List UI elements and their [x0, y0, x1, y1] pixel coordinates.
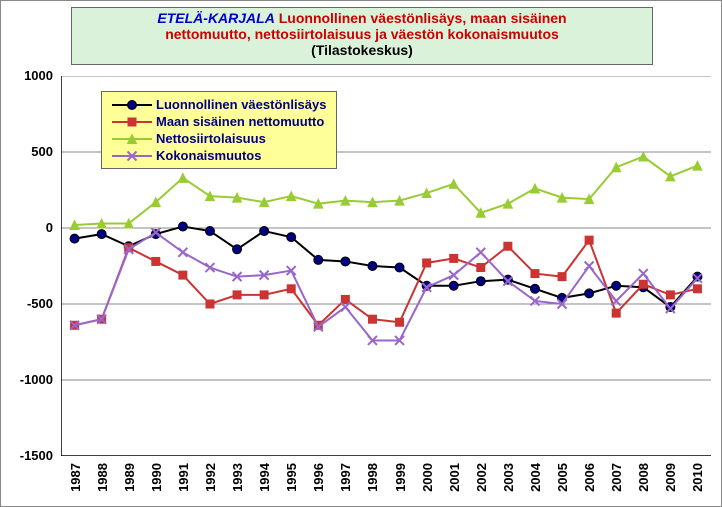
y-tick-label: 1000	[3, 68, 53, 83]
legend-swatch	[112, 132, 152, 146]
x-tick-label: 2004	[528, 463, 543, 492]
x-tick-label: 1988	[95, 463, 110, 492]
legend: Luonnollinen väestönlisäys Maan sisäinen …	[101, 91, 337, 169]
x-tick-label: 2005	[555, 463, 570, 492]
x-tick-label: 2003	[501, 463, 516, 492]
x-tick-label: 2009	[663, 463, 678, 492]
x-tick-label: 2007	[609, 463, 624, 492]
x-tick-label: 2002	[474, 463, 489, 492]
legend-swatch	[112, 115, 152, 129]
x-tick-label: 1993	[230, 463, 245, 492]
x-tick-label: 1995	[284, 463, 299, 492]
x-tick-label: 1994	[257, 463, 272, 492]
x-tick-label: 1998	[365, 463, 380, 492]
chart-title: ETELÄ-KARJALA Luonnollinen väestönlisäys…	[71, 7, 653, 65]
y-tick-label: -500	[3, 296, 53, 311]
y-tick-label: -1000	[3, 372, 53, 387]
x-tick-label: 1996	[311, 463, 326, 492]
x-tick-label: 1997	[338, 463, 353, 492]
title-source: (Tilastokeskus)	[311, 42, 413, 58]
x-tick-label: 1989	[122, 463, 137, 492]
x-tick-label: 2010	[690, 463, 705, 492]
x-tick-label: 2008	[636, 463, 651, 492]
legend-item: Kokonaismuutos	[112, 147, 326, 164]
title-part1: Luonnollinen väestönlisäys, maan sisäine…	[275, 10, 567, 26]
x-tick-label: 1992	[203, 463, 218, 492]
legend-label: Nettosiirtolaisuus	[156, 131, 266, 146]
x-tick-label: 1999	[393, 463, 408, 492]
legend-item: Nettosiirtolaisuus	[112, 130, 326, 147]
legend-swatch	[112, 98, 152, 112]
legend-label: Kokonaismuutos	[156, 148, 261, 163]
y-tick-label: -1500	[3, 448, 53, 463]
x-tick-label: 2006	[582, 463, 597, 492]
title-part2: nettomuutto, nettosiirtolaisuus ja väest…	[165, 26, 559, 42]
legend-item: Maan sisäinen nettomuutto	[112, 113, 326, 130]
legend-item: Luonnollinen väestönlisäys	[112, 96, 326, 113]
y-tick-label: 500	[3, 144, 53, 159]
x-tick-label: 2001	[447, 463, 462, 492]
x-tick-label: 2000	[420, 463, 435, 492]
legend-swatch	[112, 149, 152, 163]
legend-label: Luonnollinen väestönlisäys	[156, 97, 326, 112]
x-tick-label: 1987	[68, 463, 83, 492]
y-tick-label: 0	[3, 220, 53, 235]
x-tick-label: 1991	[176, 463, 191, 492]
legend-label: Maan sisäinen nettomuutto	[156, 114, 324, 129]
title-region: ETELÄ-KARJALA	[157, 10, 274, 26]
x-tick-label: 1990	[149, 463, 164, 492]
chart-container: ETELÄ-KARJALA Luonnollinen väestönlisäys…	[0, 0, 722, 507]
